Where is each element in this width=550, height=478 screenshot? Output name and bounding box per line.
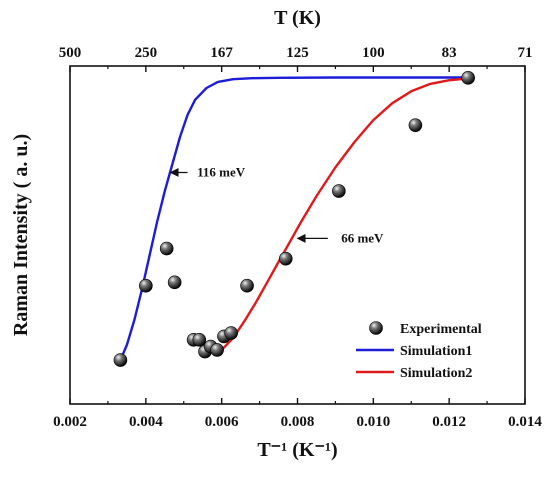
bottom-tick-label: 0.004 xyxy=(129,414,163,430)
legend-label-experimental: Experimental xyxy=(400,322,482,337)
top-axis-title: T (K) xyxy=(274,7,321,29)
plot-points xyxy=(113,71,475,367)
bottom-tick-label: 0.010 xyxy=(356,414,390,430)
data-point xyxy=(210,343,224,357)
data-point xyxy=(113,353,128,367)
top-tick-label: 250 xyxy=(135,45,158,61)
bottom-tick-label: 0.008 xyxy=(281,414,315,430)
data-point xyxy=(278,251,293,266)
y-axis-title: Raman Intensity ( a. u.) xyxy=(10,134,32,336)
legend-label-simulation2: Simulation2 xyxy=(400,366,472,381)
series-line-simulation2 xyxy=(220,77,469,351)
top-tick-label: 167 xyxy=(210,45,233,61)
data-point xyxy=(139,278,153,293)
annotation-label: 66 meV xyxy=(341,230,384,245)
data-point xyxy=(224,326,238,340)
data-point xyxy=(167,275,182,290)
top-axis: 500 250 167 125 100 83 71 xyxy=(59,45,533,72)
data-point xyxy=(159,241,174,256)
top-tick-label: 500 xyxy=(59,45,82,61)
x-axis-title: T⁻¹ (K⁻¹) xyxy=(257,439,337,461)
bottom-tick-label: 0.014 xyxy=(508,414,542,430)
bottom-tick-label: 0.012 xyxy=(432,414,466,430)
top-tick-label: 100 xyxy=(362,45,385,61)
legend: Experimental Simulation1 Simulation2 xyxy=(356,321,482,381)
annotation-label: 116 meV xyxy=(197,164,246,179)
bottom-axis: 0.002 0.004 0.006 0.008 0.010 0.012 0.014 xyxy=(53,398,542,430)
top-tick-label: 83 xyxy=(442,45,457,61)
data-point xyxy=(332,184,346,198)
legend-label-simulation1: Simulation1 xyxy=(400,344,472,359)
bottom-tick-label: 0.006 xyxy=(205,414,239,430)
legend-marker-experimental xyxy=(369,321,383,335)
top-tick-label: 125 xyxy=(286,45,309,61)
data-point xyxy=(461,71,475,85)
top-tick-label: 71 xyxy=(518,45,533,61)
data-point xyxy=(408,118,423,132)
data-point xyxy=(192,332,207,347)
data-point xyxy=(240,278,254,293)
bottom-tick-label: 0.002 xyxy=(53,414,87,430)
plot-annotations: 116 meV 66 meV xyxy=(169,164,384,245)
